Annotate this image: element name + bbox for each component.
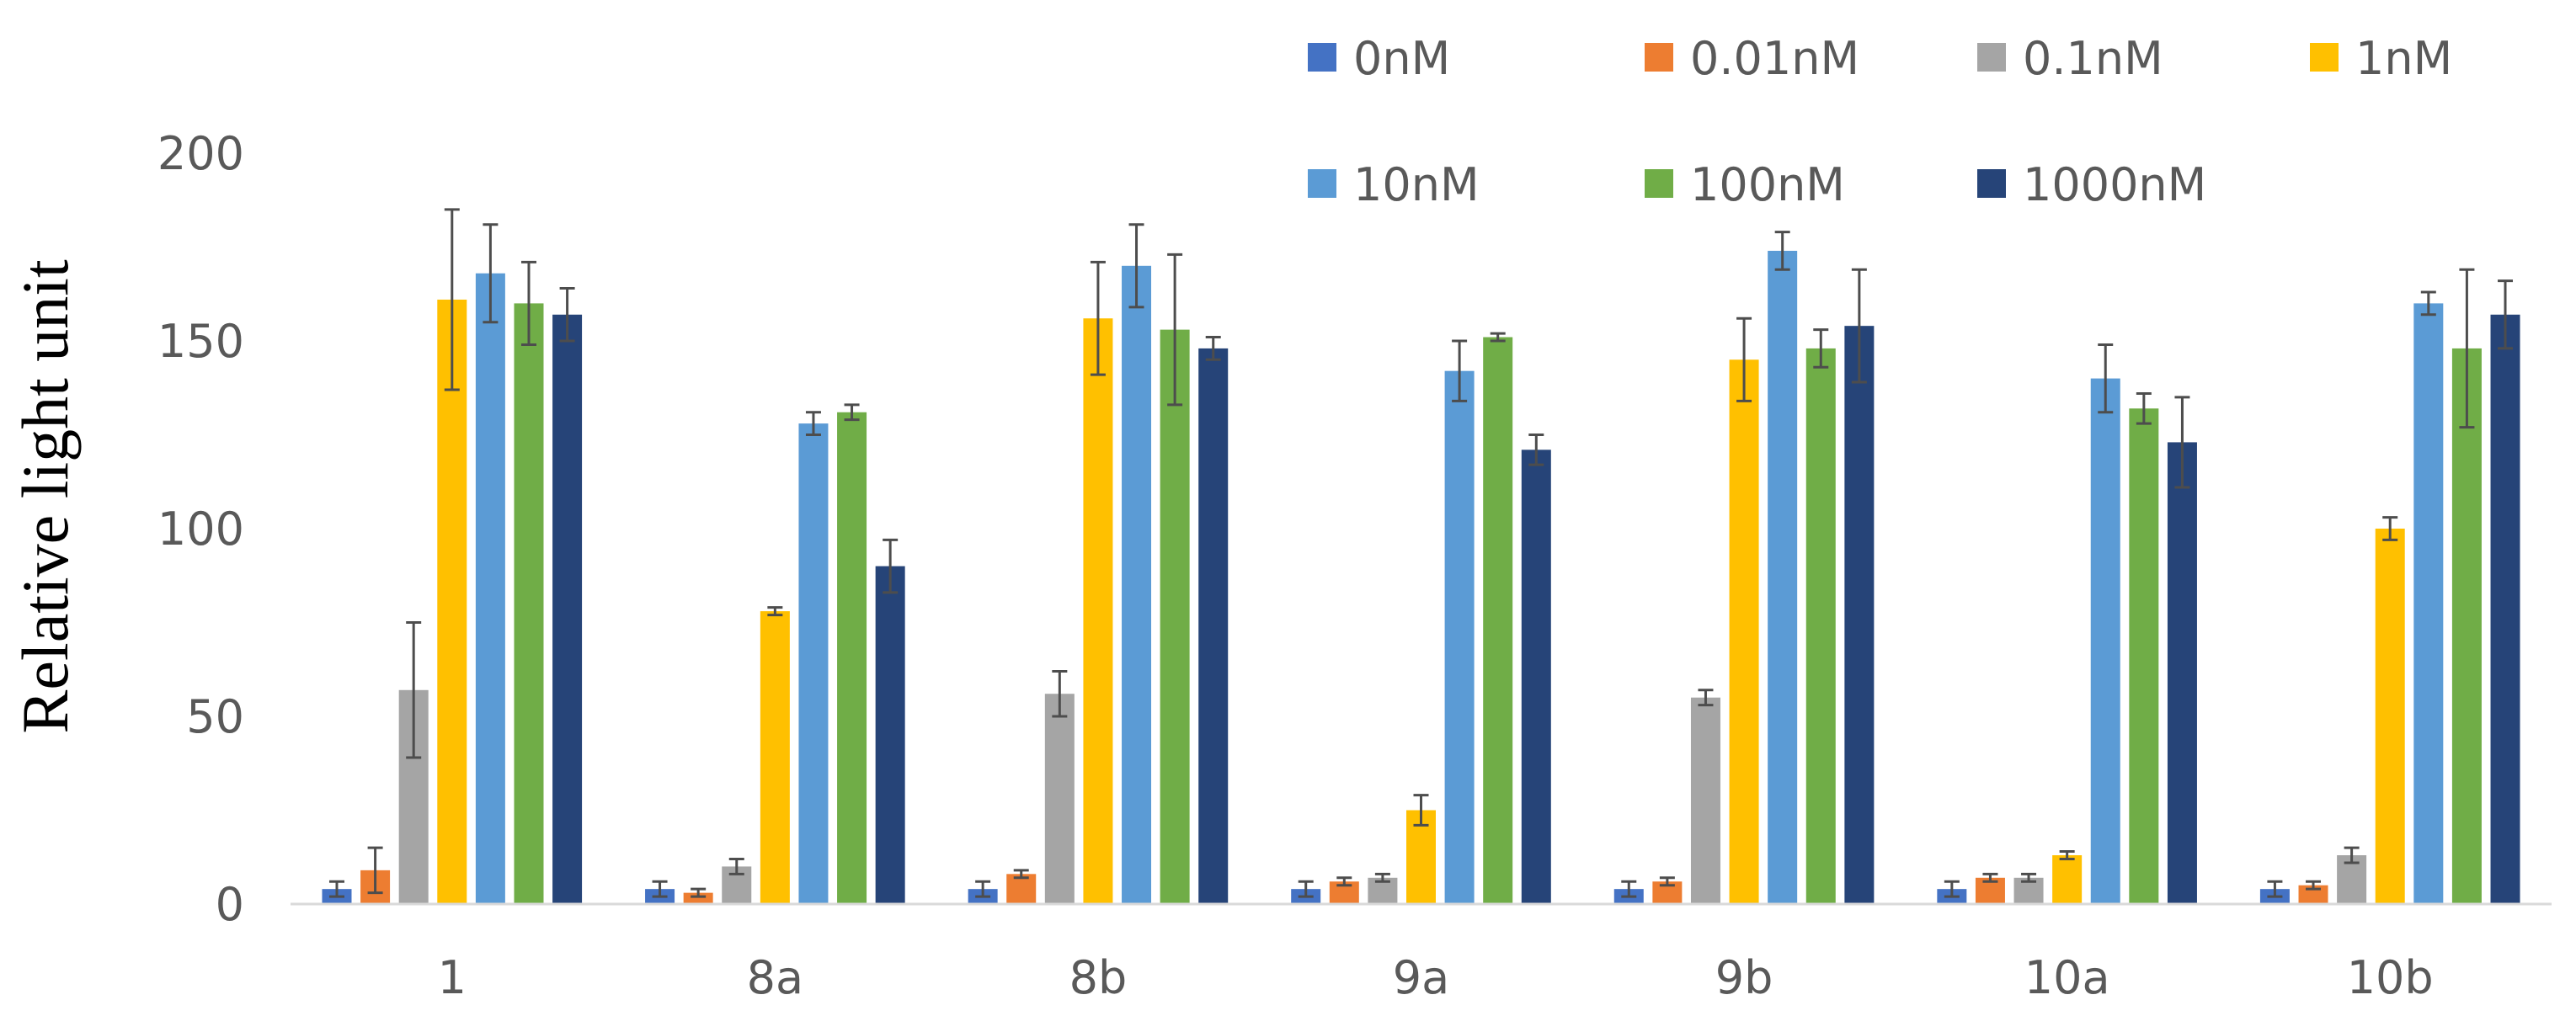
bar	[1122, 265, 1152, 904]
legend-label: 10nM	[1353, 158, 1480, 211]
x-tick-label: 1	[438, 951, 467, 1004]
bar	[1160, 329, 1190, 904]
bar	[1844, 326, 1875, 904]
legend-swatch	[1645, 43, 1673, 72]
bar	[2090, 378, 2120, 905]
legend-swatch	[1308, 169, 1336, 198]
x-tick-label: 8a	[747, 951, 803, 1004]
bar	[1729, 359, 1759, 904]
legend-label: 1nM	[2355, 32, 2452, 85]
legend-label: 0nM	[1353, 32, 1450, 85]
bar	[2052, 855, 2083, 904]
bar	[760, 611, 790, 904]
legend-label: 0.1nM	[2023, 32, 2163, 85]
x-tick-label: 8b	[1069, 951, 1128, 1004]
bar	[437, 299, 467, 904]
bar	[1083, 318, 1113, 904]
bar	[875, 566, 905, 904]
bar	[1690, 697, 1720, 904]
bar	[475, 273, 505, 905]
bar	[798, 423, 829, 904]
bar	[1768, 250, 1798, 905]
y-axis-title: Relative light unit	[8, 259, 82, 734]
x-tick-label: 10a	[2024, 951, 2110, 1004]
bar	[1444, 370, 1475, 904]
x-tick-label: 10b	[2347, 951, 2434, 1004]
x-axis-labels: 1 8a 8b 9a 9b 10a 10b	[438, 951, 2434, 1004]
bar	[2413, 303, 2444, 904]
legend-swatch	[1977, 43, 2006, 72]
legend-swatch	[1977, 169, 2006, 198]
bar	[1198, 348, 1229, 904]
bar	[2490, 314, 2520, 904]
y-tick-label: 50	[186, 690, 244, 743]
bar	[552, 314, 583, 904]
legend-label: 100nM	[1690, 158, 1845, 211]
bar	[1805, 348, 1836, 904]
bar	[1044, 694, 1075, 904]
legend-swatch	[1645, 169, 1673, 198]
bar	[2375, 529, 2405, 904]
bar	[2451, 348, 2482, 904]
y-tick-label: 0	[216, 878, 244, 931]
bar	[1521, 449, 1551, 904]
y-tick-label: 150	[157, 315, 244, 368]
y-tick-label: 200	[157, 127, 244, 180]
bar	[2129, 408, 2159, 904]
legend-label: 1000nM	[2023, 158, 2206, 211]
y-axis-ticks: 0 50 100 150 200	[157, 127, 244, 931]
legend-swatch	[1308, 43, 1336, 72]
bar	[1483, 337, 1513, 904]
x-tick-label: 9b	[1715, 951, 1773, 1004]
bar	[837, 412, 867, 904]
legend-label: 0.01nM	[1690, 32, 1859, 85]
legend-swatch	[2310, 43, 2339, 72]
bar-groups	[322, 250, 2520, 905]
legend: 0nM 0.01nM 0.1nM 1nM 10nM 100nM 1000nM	[1308, 32, 2452, 211]
error-bars	[328, 208, 2514, 898]
bar	[2167, 442, 2197, 904]
y-tick-label: 100	[157, 503, 244, 556]
x-tick-label: 9a	[1393, 951, 1449, 1004]
bar	[514, 303, 544, 904]
